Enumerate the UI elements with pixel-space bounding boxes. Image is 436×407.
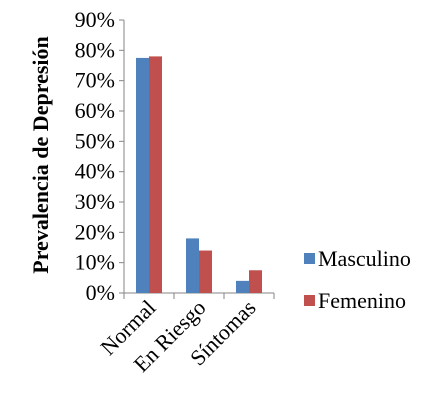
y-tick-label: 20% bbox=[75, 219, 115, 244]
y-tick-label: 30% bbox=[75, 189, 115, 214]
legend-label-masculino: Masculino bbox=[318, 246, 411, 271]
y-tick-label: 90% bbox=[75, 7, 115, 32]
y-tick-label: 40% bbox=[75, 159, 115, 184]
y-tick-label: 0% bbox=[86, 280, 115, 305]
bar-femenino-1 bbox=[149, 56, 162, 294]
legend-swatch-masculino bbox=[304, 253, 315, 264]
bar-masculino-1 bbox=[136, 57, 149, 293]
legend-label-femenino: Femenino bbox=[318, 288, 406, 313]
bar-masculino-2 bbox=[186, 238, 199, 293]
legend-swatch-femenino bbox=[304, 295, 315, 306]
y-tick-label: 50% bbox=[75, 128, 115, 153]
y-tick-label: 10% bbox=[75, 250, 115, 275]
y-axis-label: Prevalencia de Depresión bbox=[28, 36, 53, 274]
y-tick-label: 70% bbox=[75, 68, 115, 93]
bars-group bbox=[136, 56, 262, 294]
y-axis-group: 0% 10% 20% 30% 40% 50% 60% 70% 80% 90% bbox=[75, 7, 125, 305]
y-tick-labels: 0% 10% 20% 30% 40% 50% 60% 70% 80% 90% bbox=[75, 7, 124, 305]
bar-femenino-2 bbox=[199, 250, 212, 293]
y-tick-label: 80% bbox=[75, 37, 115, 62]
bar-femenino-3 bbox=[249, 270, 262, 293]
legend: Masculino Femenino bbox=[304, 246, 411, 313]
bar-masculino-3 bbox=[236, 280, 249, 293]
x-tick-marks bbox=[123, 293, 275, 299]
y-tick-label: 60% bbox=[75, 98, 115, 123]
